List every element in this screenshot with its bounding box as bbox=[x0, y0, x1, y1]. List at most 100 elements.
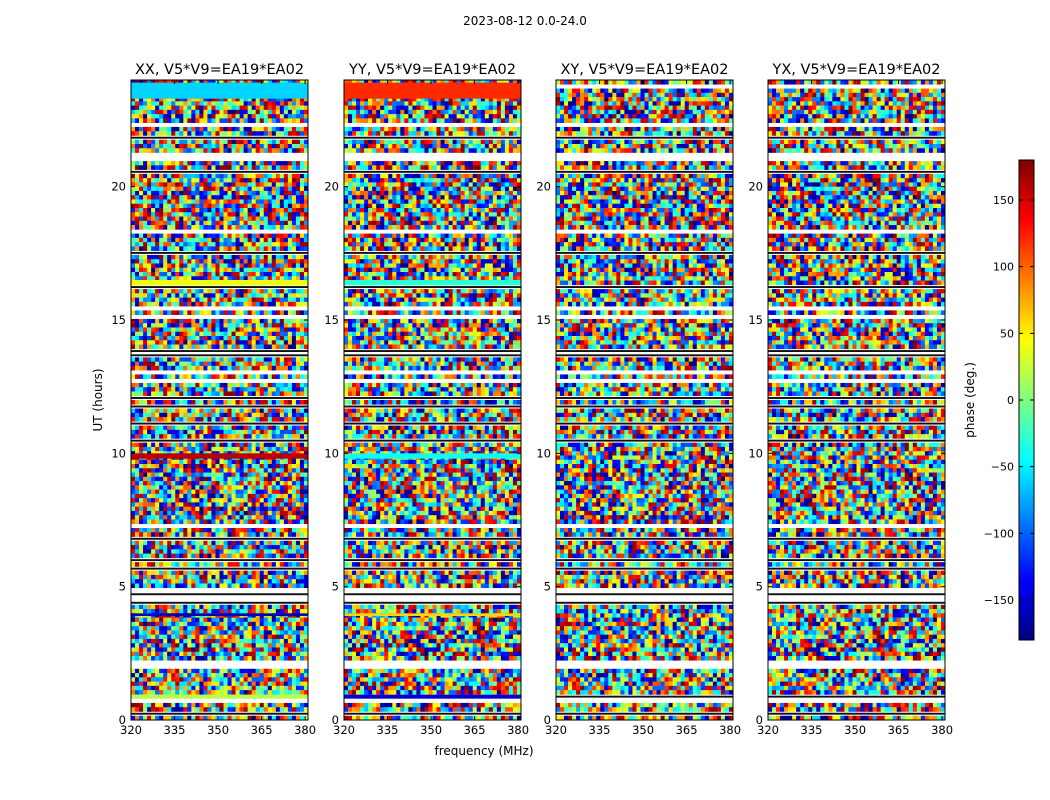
phase-cell bbox=[139, 318, 144, 324]
phase-cell bbox=[255, 532, 261, 537]
phase-cell bbox=[275, 510, 281, 516]
phase-cell bbox=[143, 165, 148, 170]
phase-cell bbox=[207, 139, 212, 145]
phase-cell bbox=[275, 340, 281, 345]
phase-cell bbox=[291, 485, 297, 490]
phase-cell bbox=[275, 656, 281, 661]
phase-cell bbox=[187, 412, 192, 418]
phase-cell bbox=[143, 139, 148, 145]
phase-cell bbox=[159, 216, 164, 222]
phase-cell bbox=[291, 126, 297, 132]
phase-cell bbox=[175, 327, 180, 333]
phase-cell bbox=[159, 233, 164, 239]
phase-cell bbox=[299, 446, 305, 452]
phase-cell bbox=[295, 233, 301, 239]
phase-cell bbox=[131, 681, 136, 687]
phase-cell bbox=[227, 148, 232, 153]
phase-cell bbox=[219, 579, 224, 584]
phase-cell bbox=[247, 472, 252, 478]
phase-cell bbox=[203, 365, 208, 371]
phase-cell bbox=[263, 336, 269, 341]
phase-cell bbox=[291, 408, 297, 414]
phase-cell bbox=[231, 459, 236, 465]
phase-cell bbox=[187, 242, 192, 247]
phase-cell bbox=[271, 254, 277, 260]
phase-cell bbox=[279, 144, 285, 149]
phase-cell bbox=[191, 263, 196, 269]
phase-cell bbox=[303, 459, 308, 465]
phase-cell bbox=[227, 532, 232, 537]
phase-cell bbox=[223, 344, 228, 350]
phase-cell bbox=[211, 425, 216, 431]
phase-cell bbox=[227, 468, 232, 473]
phase-cell bbox=[215, 647, 220, 653]
phase-cell bbox=[183, 331, 188, 337]
phase-cell bbox=[299, 148, 305, 153]
phase-cell bbox=[191, 638, 196, 644]
phase-cell bbox=[191, 361, 196, 367]
phase-cell bbox=[131, 357, 136, 362]
phase-cell bbox=[151, 242, 156, 247]
phase-cell bbox=[291, 673, 297, 678]
phase-cell bbox=[251, 267, 256, 273]
phase-cell bbox=[203, 289, 208, 294]
phase-cell bbox=[199, 485, 204, 490]
phase-cell bbox=[239, 259, 244, 264]
phase-cell bbox=[147, 425, 152, 431]
phase-cell bbox=[271, 681, 277, 687]
phase-cell bbox=[295, 361, 301, 367]
phase-cell bbox=[171, 212, 176, 217]
phase-cell bbox=[271, 216, 277, 222]
phase-cell bbox=[179, 498, 184, 503]
phase-cell bbox=[287, 647, 293, 653]
phase-cell bbox=[259, 336, 265, 341]
phase-cell bbox=[207, 553, 212, 559]
phase-cell bbox=[251, 579, 256, 584]
phase-cell bbox=[287, 118, 293, 123]
phase-cell bbox=[299, 263, 305, 269]
phase-cell bbox=[251, 340, 256, 345]
phase-cell bbox=[175, 562, 180, 567]
phase-cell bbox=[295, 647, 301, 653]
phase-cell bbox=[171, 502, 176, 507]
phase-cell bbox=[167, 493, 172, 499]
phase-cell bbox=[283, 105, 289, 111]
phase-cell bbox=[143, 195, 148, 200]
phase-cell bbox=[139, 297, 144, 303]
phase-cell bbox=[259, 161, 265, 166]
phase-cell bbox=[291, 139, 297, 145]
phase-cell bbox=[163, 237, 168, 243]
phase-cell bbox=[179, 651, 184, 657]
phase-cell bbox=[179, 464, 184, 469]
phase-cell bbox=[207, 634, 212, 640]
phase-cell bbox=[151, 442, 156, 448]
phase-cell bbox=[227, 331, 232, 337]
phase-cell bbox=[231, 80, 236, 85]
phase-cell bbox=[239, 545, 244, 550]
phase-cell bbox=[163, 532, 168, 537]
phase-cell bbox=[283, 208, 289, 213]
phase-cell bbox=[299, 357, 305, 362]
phase-cell bbox=[139, 400, 144, 405]
phase-cell bbox=[291, 574, 297, 580]
phase-cell bbox=[131, 408, 136, 414]
phase-cell bbox=[235, 387, 240, 392]
phase-cell bbox=[223, 276, 228, 281]
phase-cell bbox=[143, 173, 148, 179]
phase-cell bbox=[291, 387, 297, 392]
phase-cell bbox=[183, 276, 188, 281]
phase-cell bbox=[239, 246, 244, 251]
phase-cell bbox=[231, 630, 236, 635]
phase-cell bbox=[279, 212, 285, 217]
phase-cell bbox=[199, 336, 204, 341]
phase-cell bbox=[171, 570, 176, 576]
phase-cell bbox=[223, 506, 228, 512]
phase-cell bbox=[259, 434, 265, 439]
phase-cell bbox=[283, 553, 289, 559]
phase-cell bbox=[231, 647, 236, 653]
phase-cell bbox=[151, 545, 156, 550]
phase-cell bbox=[231, 114, 236, 119]
phase-cell bbox=[291, 318, 297, 324]
phase-cell bbox=[207, 357, 212, 362]
phase-cell bbox=[271, 621, 277, 627]
